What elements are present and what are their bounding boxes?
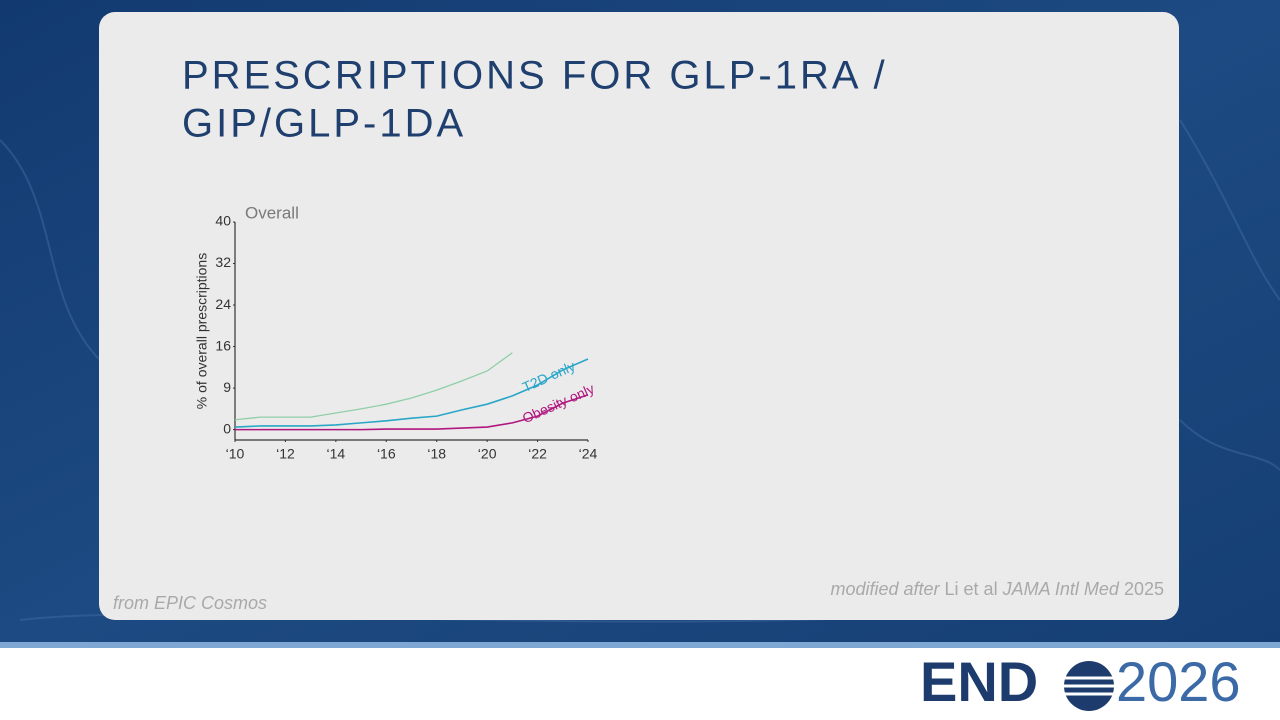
citation-year: 2025 [1124, 579, 1164, 599]
content-card [99, 12, 1179, 620]
footer-stripe [0, 642, 1280, 648]
y-axis-label: % of overall prescriptions [194, 253, 210, 409]
logo-globe [1064, 661, 1114, 711]
x-tick-label: ‘10 [226, 446, 245, 462]
slide-title: PRESCRIPTIONS FOR GLP-1RA / [182, 54, 888, 98]
x-tick-label: ‘12 [276, 446, 295, 462]
x-tick-label: ‘24 [579, 446, 598, 462]
x-tick-label: ‘14 [327, 446, 346, 462]
y-tick-label: 32 [215, 254, 231, 270]
logo-brand: END [920, 650, 1038, 713]
y-tick-label: 0 [223, 420, 231, 436]
citation: modified after Li et al JAMA Intl Med 2025 [830, 579, 1164, 599]
citation-prefix: modified after [830, 579, 940, 599]
logo-year: 2026 [1116, 650, 1241, 713]
chart: Overall % of overall prescriptions 0 9 16 2… [194, 203, 598, 461]
citation-authors: Li et al [945, 579, 998, 599]
source-note: from EPIC Cosmos [113, 593, 267, 613]
y-tick-label: 40 [215, 213, 231, 229]
x-tick-label: ‘16 [377, 446, 396, 462]
x-tick-label: ‘22 [528, 446, 547, 462]
y-tick-label: 9 [223, 379, 231, 395]
y-tick-label: 24 [215, 296, 231, 312]
slide-title: GIP/GLP-1DA [182, 102, 466, 146]
y-tick-label: 16 [215, 337, 231, 353]
citation-journal: JAMA Intl Med [1002, 579, 1120, 599]
series-line [234, 352, 513, 421]
x-tick-label: ‘18 [427, 446, 446, 462]
series-line [234, 358, 589, 428]
chart-title: Overall [245, 203, 299, 222]
x-tick-label: ‘20 [478, 446, 497, 462]
series-line [235, 394, 589, 431]
